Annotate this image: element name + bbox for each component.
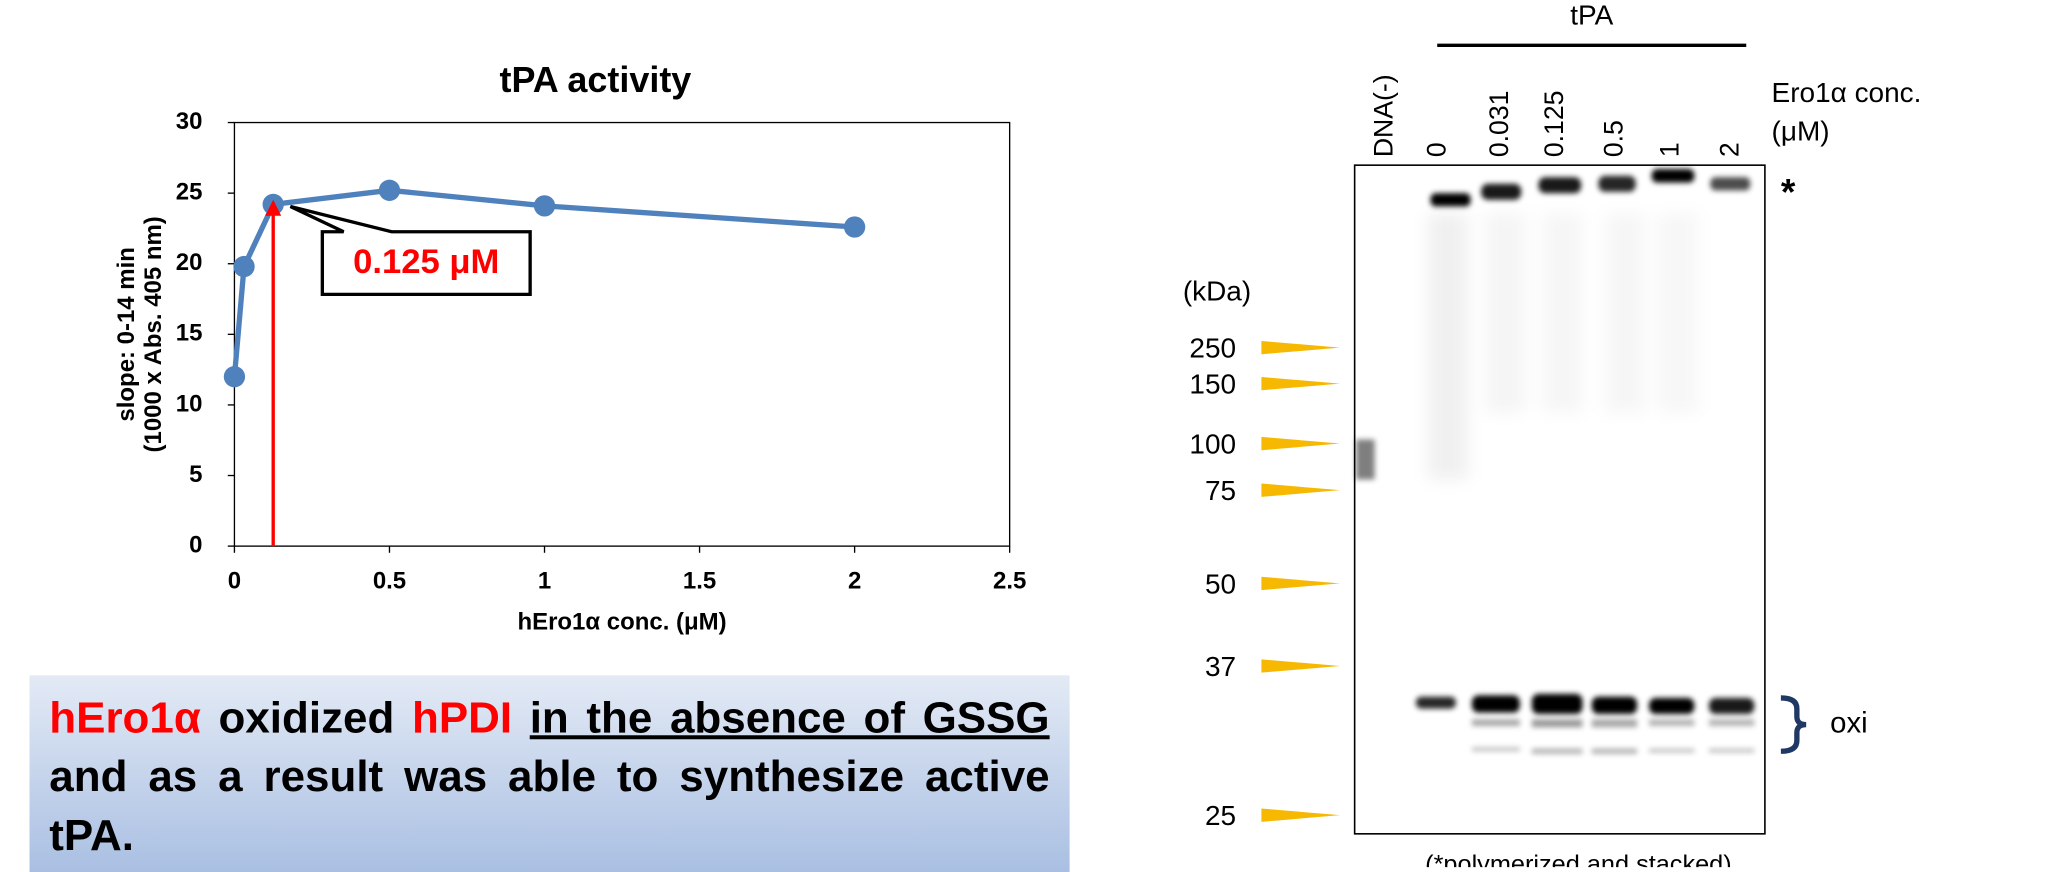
band-label: oxi [1830,706,1867,739]
text-segment [512,693,530,742]
y-tick-label: 0 [189,531,202,558]
lane-label: DNA(-) [1368,74,1398,157]
conc-label: Ero1α conc. [1772,77,1922,108]
lane-label: 1 [1655,142,1685,157]
y-tick-label: 5 [189,461,202,488]
data-point [844,216,865,237]
lane-label: 0.125 [1539,91,1569,158]
marker-triangle [1261,659,1340,672]
y-tick-label: 30 [176,108,203,135]
marker-triangle [1261,484,1340,497]
chart-title: tPA activity [499,59,691,100]
text-segment: oxidized [201,693,412,742]
plot-frame [234,123,1009,547]
text-segment: hEro1α [49,693,201,742]
text-box: hEro1α oxidized hPDI in the absence of G… [29,675,1069,872]
marker-label: 100 [1189,429,1236,460]
data-point [233,256,254,277]
footnote: (*polymerized and stacked) [1425,850,1732,867]
lane-label: 0.5 [1599,120,1629,157]
marker-label: 37 [1205,651,1236,682]
marker-triangle [1261,577,1340,590]
lane-label: 2 [1715,142,1745,157]
text-segment: and as a result was able to synthesize a… [49,751,1049,859]
annotation-label: 0.125 μM [353,243,499,281]
y-axis-label: slope: 0-14 min [113,247,140,421]
marker-triangle [1261,341,1340,354]
marker-label: 25 [1205,800,1236,831]
data-point [534,195,555,216]
marker-label: 150 [1189,369,1236,400]
gel-image [1355,165,1765,834]
marker-label: 50 [1205,568,1236,599]
lane-label: 0.031 [1484,91,1514,158]
y-tick-label: 25 [176,178,203,205]
data-point [224,366,245,387]
x-tick-label: 0.5 [373,567,406,594]
marker-triangle [1261,437,1340,450]
marker-triangle [1261,809,1340,822]
data-point [379,180,400,201]
x-tick-label: 1 [538,567,551,594]
conc-label: (μM) [1772,116,1830,147]
x-tick-label: 1.5 [683,567,716,594]
y-tick-label: 15 [176,320,203,347]
lane-label: 0 [1422,142,1452,157]
marker-triangle [1261,377,1340,390]
y-tick-label: 20 [176,249,203,276]
marker-label: 250 [1189,333,1236,364]
y-tick-label: 10 [176,390,203,417]
x-axis-label: hEro1α conc. (μM) [517,609,726,636]
page: tPA activity hEro1α conc. (μM) slope: 0-… [0,0,2058,867]
text-segment: in the absence of GSSG [530,693,1050,742]
text-segment: hPDI [412,693,512,742]
kda-label: (kDa) [1183,275,1251,306]
marker-label: 75 [1205,475,1236,506]
x-tick-label: 2 [848,567,861,594]
y-axis-label: (1000 x Abs. 405 nm) [140,216,167,452]
canvas: tPA activity hEro1α conc. (μM) slope: 0-… [0,0,2058,867]
x-tick-label: 2.5 [993,567,1026,594]
group-label: tPA [1570,0,1613,31]
star: * [1781,170,1796,212]
x-tick-label: 0 [228,567,241,594]
bracket [1781,698,1806,751]
